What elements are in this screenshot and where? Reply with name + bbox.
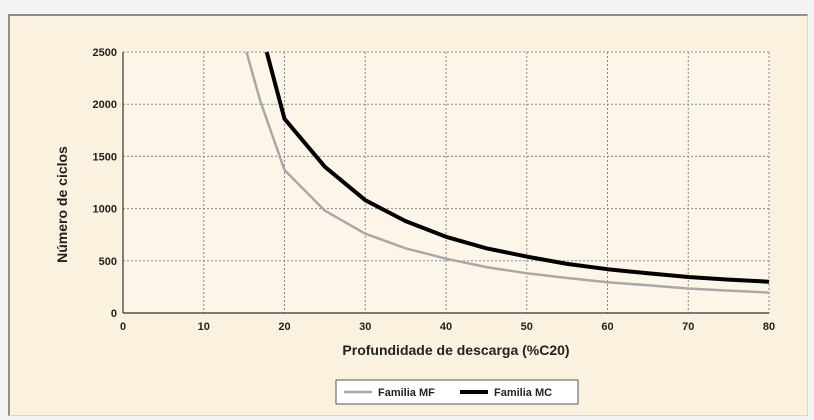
x-tick-label: 50 xyxy=(521,321,533,333)
y-tick-label: 0 xyxy=(111,308,117,320)
legend-label: Familia MC xyxy=(494,387,552,399)
legend-box xyxy=(335,379,579,405)
x-tick-label: 20 xyxy=(278,321,290,333)
x-tick-label: 70 xyxy=(682,321,694,333)
x-tick-label: 30 xyxy=(359,321,371,333)
series-line-familia-mc xyxy=(264,51,769,284)
x-tick-label: 60 xyxy=(601,321,613,333)
legend-label: Familia MF xyxy=(378,387,435,399)
y-axis-title: Número de ciclos xyxy=(54,146,70,263)
y-tick-label: 2000 xyxy=(93,99,117,111)
x-tick-label: 80 xyxy=(763,321,775,333)
y-tick-label: 1500 xyxy=(93,151,117,163)
y-tick-label: 500 xyxy=(99,256,117,268)
y-tick-label: 2500 xyxy=(93,47,117,59)
x-tick-label: 10 xyxy=(198,321,210,333)
x-tick-label: 0 xyxy=(120,321,126,333)
y-tick-label: 1000 xyxy=(93,204,117,216)
x-axis-title: Profundidade de descarga (%C20) xyxy=(342,342,569,358)
series-line-familia-mf xyxy=(245,51,769,294)
x-tick-label: 40 xyxy=(440,321,452,333)
